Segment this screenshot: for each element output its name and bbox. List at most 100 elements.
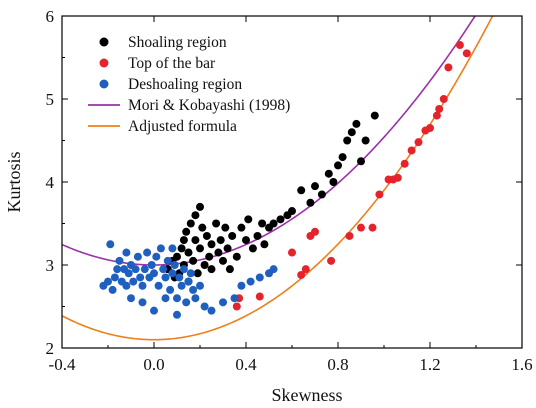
point-shoaling-region bbox=[225, 265, 234, 274]
point-deshoaling-region bbox=[196, 281, 204, 290]
point-deshoaling-region bbox=[177, 281, 186, 290]
point-shoaling-region bbox=[221, 223, 230, 232]
point-top-of-the-bar bbox=[407, 146, 416, 155]
point-deshoaling-region bbox=[200, 302, 209, 311]
x-axis-label: Skewness bbox=[272, 385, 343, 405]
point-shoaling-region bbox=[173, 252, 181, 261]
point-shoaling-region bbox=[186, 219, 195, 228]
point-deshoaling-region bbox=[138, 281, 147, 290]
plot-area bbox=[62, 16, 494, 341]
point-shoaling-region bbox=[288, 207, 296, 216]
point-shoaling-region bbox=[216, 236, 225, 245]
point-shoaling-region bbox=[297, 186, 306, 195]
point-deshoaling-region bbox=[269, 265, 278, 274]
point-top-of-the-bar bbox=[426, 124, 434, 133]
point-top-of-the-bar bbox=[455, 41, 464, 50]
point-shoaling-region bbox=[191, 236, 200, 245]
point-top-of-the-bar bbox=[375, 190, 384, 199]
point-deshoaling-region bbox=[168, 244, 177, 253]
point-shoaling-region bbox=[232, 252, 241, 261]
point-deshoaling-region bbox=[246, 277, 255, 286]
point-deshoaling-region bbox=[150, 269, 158, 278]
point-top-of-the-bar bbox=[345, 231, 354, 240]
point-top-of-the-bar bbox=[311, 227, 319, 236]
point-deshoaling-region bbox=[127, 294, 135, 303]
legend-label-deshoaling-region: Deshoaling region bbox=[128, 76, 242, 93]
axes: -0.4 0.0 0.4 0.8 1.2 1.6 2 3 4 5 6 bbox=[46, 7, 533, 374]
point-shoaling-region bbox=[352, 119, 361, 128]
point-top-of-the-bar bbox=[414, 138, 423, 147]
point-shoaling-region bbox=[223, 244, 232, 253]
x-tick-label: 1.2 bbox=[419, 355, 440, 374]
point-top-of-the-bar bbox=[232, 302, 241, 311]
point-deshoaling-region bbox=[156, 244, 165, 253]
point-shoaling-region bbox=[357, 157, 365, 166]
point-shoaling-region bbox=[361, 136, 370, 145]
point-deshoaling-region bbox=[133, 252, 142, 261]
y-tick-label: 3 bbox=[46, 256, 55, 275]
point-shoaling-region bbox=[334, 161, 342, 170]
point-top-of-the-bar bbox=[288, 248, 296, 257]
point-shoaling-region bbox=[196, 202, 204, 211]
y-tick-label: 6 bbox=[46, 7, 55, 26]
point-deshoaling-region bbox=[122, 281, 131, 290]
point-shoaling-region bbox=[253, 231, 262, 240]
legend-label-mori-kobayashi-1998: Mori & Kobayashi (1998) bbox=[128, 97, 290, 114]
point-top-of-the-bar bbox=[368, 223, 377, 232]
point-shoaling-region bbox=[205, 252, 214, 261]
legend: Shoaling region Top of the bar Deshoaling … bbox=[88, 34, 290, 135]
point-top-of-the-bar bbox=[462, 49, 471, 58]
point-shoaling-region bbox=[202, 231, 211, 240]
point-deshoaling-region bbox=[150, 306, 158, 315]
point-deshoaling-region bbox=[163, 256, 172, 265]
legend-label-top-of-the-bar: Top of the bar bbox=[128, 55, 216, 72]
point-deshoaling-region bbox=[161, 294, 170, 303]
point-deshoaling-region bbox=[230, 294, 239, 303]
point-deshoaling-region bbox=[115, 256, 124, 265]
point-shoaling-region bbox=[228, 231, 237, 240]
point-deshoaling-region bbox=[138, 298, 147, 307]
point-shoaling-region bbox=[196, 244, 204, 253]
x-tick-label: 0.8 bbox=[327, 355, 348, 374]
point-shoaling-region bbox=[207, 265, 216, 274]
point-deshoaling-region bbox=[182, 298, 191, 307]
point-deshoaling-region bbox=[129, 277, 138, 286]
point-deshoaling-region bbox=[108, 285, 117, 294]
point-top-of-the-bar bbox=[400, 159, 409, 168]
point-top-of-the-bar bbox=[444, 63, 453, 72]
point-shoaling-region bbox=[200, 261, 209, 269]
curve-mori-kobayashi-1998 bbox=[62, 16, 476, 266]
y-tick-label: 4 bbox=[46, 173, 55, 192]
point-deshoaling-region bbox=[207, 306, 216, 315]
y-axis-label: Kurtosis bbox=[4, 151, 24, 212]
point-deshoaling-region bbox=[184, 277, 193, 286]
point-deshoaling-region bbox=[131, 265, 140, 274]
point-top-of-the-bar bbox=[439, 95, 448, 103]
point-shoaling-region bbox=[207, 240, 216, 249]
legend-marker-top-of-the-bar bbox=[99, 58, 109, 68]
point-top-of-the-bar bbox=[432, 111, 441, 120]
point-top-of-the-bar bbox=[301, 265, 310, 274]
y-tick-label: 5 bbox=[46, 90, 55, 109]
point-shoaling-region bbox=[244, 215, 253, 224]
point-deshoaling-region bbox=[173, 294, 181, 303]
point-shoaling-region bbox=[343, 136, 352, 145]
point-shoaling-region bbox=[193, 269, 202, 278]
point-shoaling-region bbox=[212, 219, 221, 228]
point-top-of-the-bar bbox=[297, 270, 306, 279]
point-deshoaling-region bbox=[191, 294, 200, 303]
point-deshoaling-region bbox=[122, 248, 131, 257]
point-shoaling-region bbox=[248, 244, 257, 253]
point-shoaling-region bbox=[347, 128, 356, 137]
point-shoaling-region bbox=[219, 256, 227, 265]
point-shoaling-region bbox=[269, 219, 278, 228]
point-deshoaling-region bbox=[219, 298, 227, 307]
legend-marker-deshoaling-region bbox=[99, 79, 109, 89]
point-shoaling-region bbox=[260, 240, 269, 249]
point-shoaling-region bbox=[338, 153, 347, 162]
point-deshoaling-region bbox=[255, 273, 264, 282]
point-deshoaling-region bbox=[179, 265, 188, 274]
point-deshoaling-region bbox=[124, 269, 133, 278]
point-deshoaling-region bbox=[154, 281, 163, 290]
point-deshoaling-region bbox=[189, 285, 198, 294]
